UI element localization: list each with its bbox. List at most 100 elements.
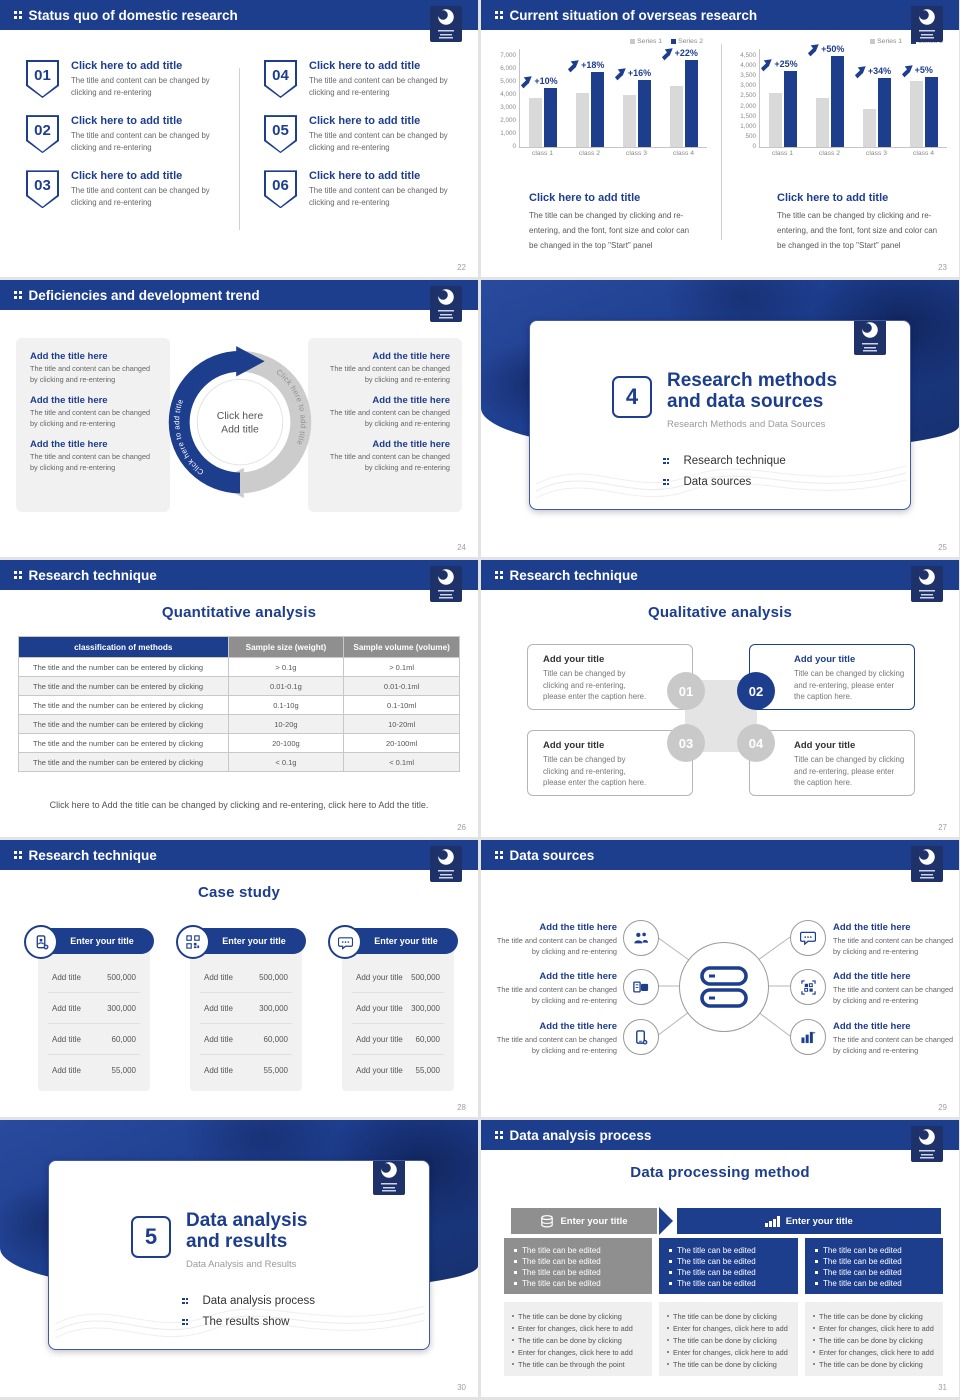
item-title: Click here to add title <box>71 115 183 128</box>
bullet-line: The title can be edited <box>514 1267 642 1278</box>
slide-26-quantitative-analysis[interactable]: Research technique Quantitative analysis… <box>0 560 478 837</box>
section-bullet: The results show <box>182 1316 315 1328</box>
card-header: Enter your title <box>328 925 458 959</box>
slide-22-status-quo[interactable]: Status quo of domestic research 01 Click… <box>0 0 478 277</box>
bullet-icon <box>663 478 670 486</box>
list-item: Add the title here The title and content … <box>329 394 450 428</box>
bullet-line: The title can be edited <box>514 1245 642 1256</box>
growth-arrow-icon <box>611 65 628 82</box>
number-badge: 01 <box>26 60 59 98</box>
bar-series2 <box>544 87 558 147</box>
bar-group-class-1: +10% <box>529 76 558 147</box>
item-body: The title and content can be changed by … <box>309 131 448 153</box>
edit-box-1: The title can be edited The title can be… <box>504 1238 652 1294</box>
cycle-arrows-diagram: Click here to add title Click here to ad… <box>168 346 312 499</box>
growth-arrow-icon <box>898 62 915 79</box>
column-divider <box>239 68 240 230</box>
center-label-line1: Click here <box>217 411 264 422</box>
slide-30-section-data-analysis[interactable]: 5 Data analysis and results Data Analysi… <box>0 1120 478 1397</box>
wave-decoration <box>536 465 906 499</box>
section-subtitle: Data Analysis and Results <box>186 1258 297 1270</box>
qr-code-icon <box>176 925 210 959</box>
slide-title: Deficiencies and development trend <box>28 287 260 303</box>
slide-header: Status quo of domestic research <box>0 0 478 30</box>
slide-29-data-sources[interactable]: Data sources Ad <box>481 840 959 1117</box>
page-number: 31 <box>938 1383 947 1392</box>
growth-annotation: +10% <box>519 75 557 86</box>
note-line: The title can be done by clicking <box>813 1358 935 1370</box>
source-item: Add the title here The title and content … <box>496 922 617 957</box>
growth-annotation: +25% <box>759 58 797 69</box>
bar-series1 <box>576 93 590 147</box>
slide-25-section-research-methods[interactable]: 4 Research methods and data sources Rese… <box>481 280 959 557</box>
bar-group-class-2: +50% <box>816 44 844 147</box>
header-bullet-icon <box>495 571 503 579</box>
growth-annotation: +5% <box>900 64 933 75</box>
edit-box-2: The title can be edited The title can be… <box>659 1238 798 1294</box>
data-row: Add title 300,000 <box>48 993 140 1024</box>
case-card-1: Enter your title Add title 500,000 Add ti… <box>24 925 154 1091</box>
edit-box-3: The title can be edited The title can be… <box>805 1238 943 1294</box>
slide-27-qualitative-analysis[interactable]: Research technique Qualitative analysis … <box>481 560 959 837</box>
bullet-line: The title can be edited <box>815 1278 933 1289</box>
circle-01: 01 <box>667 672 705 710</box>
source-item: Add the title here The title and content … <box>496 971 617 1006</box>
header-bullet-icon <box>495 11 503 19</box>
caption-body: The title can be changed by clicking and… <box>777 211 938 250</box>
note-line: The title can be done by clicking <box>813 1310 935 1322</box>
bar-group-class-4: +5% <box>909 65 938 147</box>
university-logo-icon <box>911 6 943 42</box>
item-body: The title and content can be changed by … <box>71 131 210 153</box>
circle-02: 02 <box>737 672 775 710</box>
mobile-plus-icon <box>623 1019 659 1055</box>
item-title: Click here to add title <box>309 60 421 72</box>
section-title-row: 5 Data analysis and results Data Analysi… <box>131 1210 308 1270</box>
list-item: 01 Click here to add title The title and… <box>26 60 220 99</box>
slide-title: Status quo of domestic research <box>28 7 238 23</box>
bar-series1 <box>529 98 543 147</box>
connector-lines <box>656 936 791 1037</box>
card-04: Add your title Title can be changed by cl… <box>749 730 915 796</box>
item-body: The title and content can be changed by … <box>309 76 448 98</box>
header-bullet-icon <box>14 851 22 859</box>
table-row: The title and the number can be entered … <box>18 752 460 772</box>
slide-header: Current situation of overseas research <box>481 0 959 30</box>
bar-series2 <box>684 60 698 147</box>
page-number: 28 <box>457 1103 466 1112</box>
item-title: Click here to add title <box>71 60 183 72</box>
page-number: 27 <box>938 823 947 832</box>
growth-annotation: +18% <box>566 59 604 70</box>
section-title-line1: Data analysis <box>186 1210 308 1231</box>
page-number: 24 <box>457 543 466 552</box>
plot-area: +10% +18% +16% +22% <box>519 48 707 148</box>
circle-04: 04 <box>737 724 775 762</box>
documents-icon <box>623 969 659 1005</box>
list-item: 04 Click here to add title The title and… <box>264 60 458 99</box>
building-chart-icon <box>790 1019 826 1055</box>
growth-arrow-icon <box>805 40 822 57</box>
header-bullet-icon <box>14 11 22 19</box>
card-header: Enter your title <box>176 925 306 959</box>
growth-arrow-icon <box>565 57 582 74</box>
table-row: The title and the number can be entered … <box>18 733 460 753</box>
table-row: The title and the number can be entered … <box>18 714 460 734</box>
case-card-2: Enter your title Add title 500,000 Add ti… <box>176 925 306 1091</box>
section-title-line1: Research methods <box>667 370 838 391</box>
slide-24-deficiencies-trend[interactable]: Deficiencies and development trend Add t… <box>0 280 478 557</box>
slide-title: Research technique <box>28 847 157 863</box>
table-header-row: classification of methods Sample size (w… <box>18 636 460 658</box>
bullet-line: The title can be edited <box>815 1245 933 1256</box>
page-number: 26 <box>457 823 466 832</box>
slide-31-data-analysis-process[interactable]: Data analysis process Data processing me… <box>481 1120 959 1397</box>
page-number: 22 <box>457 263 466 272</box>
slide-23-overseas-research[interactable]: Current situation of overseas research S… <box>481 0 959 277</box>
data-row: Add title 60,000 <box>200 1024 292 1055</box>
section-card: 4 Research methods and data sources Rese… <box>529 320 911 510</box>
bar-series1 <box>622 95 636 147</box>
slide-28-case-study[interactable]: Research technique Case study Enter your… <box>0 840 478 1117</box>
slide-header: Research technique <box>0 560 478 590</box>
chat-bubble-icon <box>790 920 826 956</box>
bullet-icon <box>182 1318 189 1326</box>
